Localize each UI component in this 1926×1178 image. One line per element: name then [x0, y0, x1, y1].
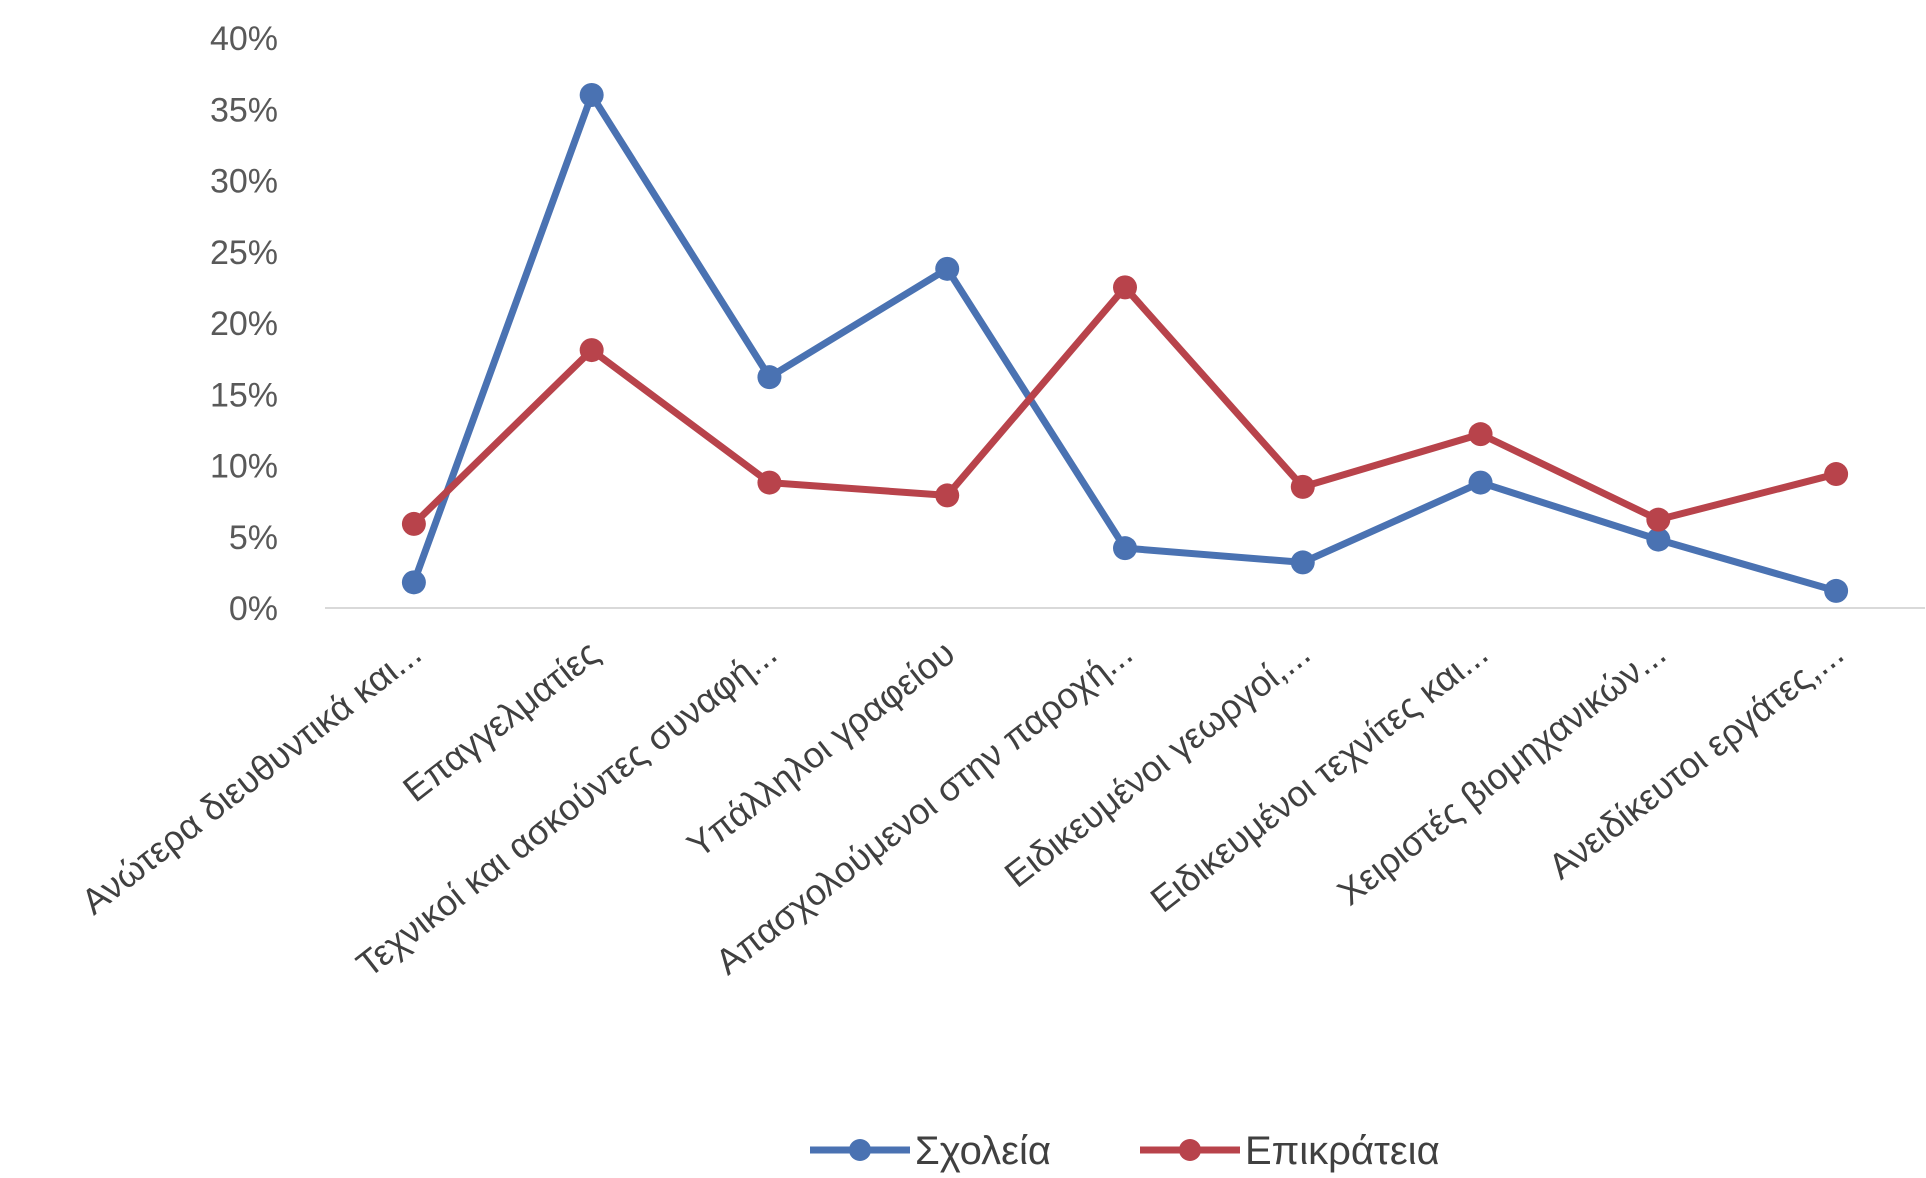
y-tick-label: 20%	[210, 305, 278, 343]
data-point	[1824, 462, 1849, 487]
y-axis-ticks: 0% 5% 10% 15% 20% 25% 30% 35% 40%	[210, 20, 278, 628]
data-point	[1290, 550, 1315, 575]
data-point	[1113, 275, 1137, 300]
y-tick-label: 30%	[210, 163, 278, 201]
data-point	[1646, 527, 1671, 552]
x-tick-label: Ειδικευμένοι τεχνίτες και...	[1143, 632, 1496, 920]
x-tick-label: Ειδικευμένοι γεωργοί,...	[997, 632, 1318, 895]
legend-label: Σχολεία	[915, 1129, 1051, 1173]
legend: Σχολεία Επικράτεια	[810, 1129, 1440, 1173]
data-point	[1113, 536, 1137, 561]
y-tick-label: 0%	[229, 590, 278, 628]
data-point	[757, 470, 782, 495]
legend-marker	[1179, 1139, 1201, 1161]
data-point	[401, 511, 426, 536]
x-tick-label: Ανώτερα διευθυντικά και...	[73, 632, 428, 922]
series-2	[401, 275, 1849, 536]
data-point	[401, 570, 426, 595]
series-line	[410, 283, 1840, 528]
y-tick-label: 35%	[210, 91, 278, 129]
data-point	[935, 256, 960, 281]
series-layer	[401, 83, 1849, 603]
data-point	[935, 483, 960, 508]
y-tick-label: 5%	[229, 519, 278, 557]
data-point	[757, 365, 782, 390]
data-point	[1290, 474, 1315, 499]
x-tick-label: Χειριστές βιομηχανικών...	[1329, 632, 1673, 913]
y-tick-label: 40%	[210, 20, 278, 58]
data-point	[1468, 422, 1493, 447]
legend-label: Επικράτεια	[1245, 1129, 1440, 1173]
series-line	[410, 91, 1840, 595]
data-point	[1646, 507, 1671, 532]
legend-marker	[849, 1139, 871, 1161]
x-tick-label: Ανειδίκευτοι εργάτες,...	[1541, 632, 1851, 887]
y-tick-label: 10%	[210, 448, 278, 486]
y-tick-label: 25%	[210, 234, 278, 272]
legend-item: Σχολεία	[810, 1129, 1051, 1173]
data-point	[579, 83, 604, 107]
legend-item: Επικράτεια	[1140, 1129, 1440, 1173]
series-1	[401, 83, 1849, 603]
data-point	[579, 338, 604, 363]
x-axis-category-labels: Ανώτερα διευθυντικά και...ΕπαγγελματίεςΤ…	[73, 632, 1851, 985]
y-tick-label: 15%	[210, 376, 278, 414]
data-point	[1468, 470, 1493, 495]
data-point	[1824, 578, 1849, 603]
